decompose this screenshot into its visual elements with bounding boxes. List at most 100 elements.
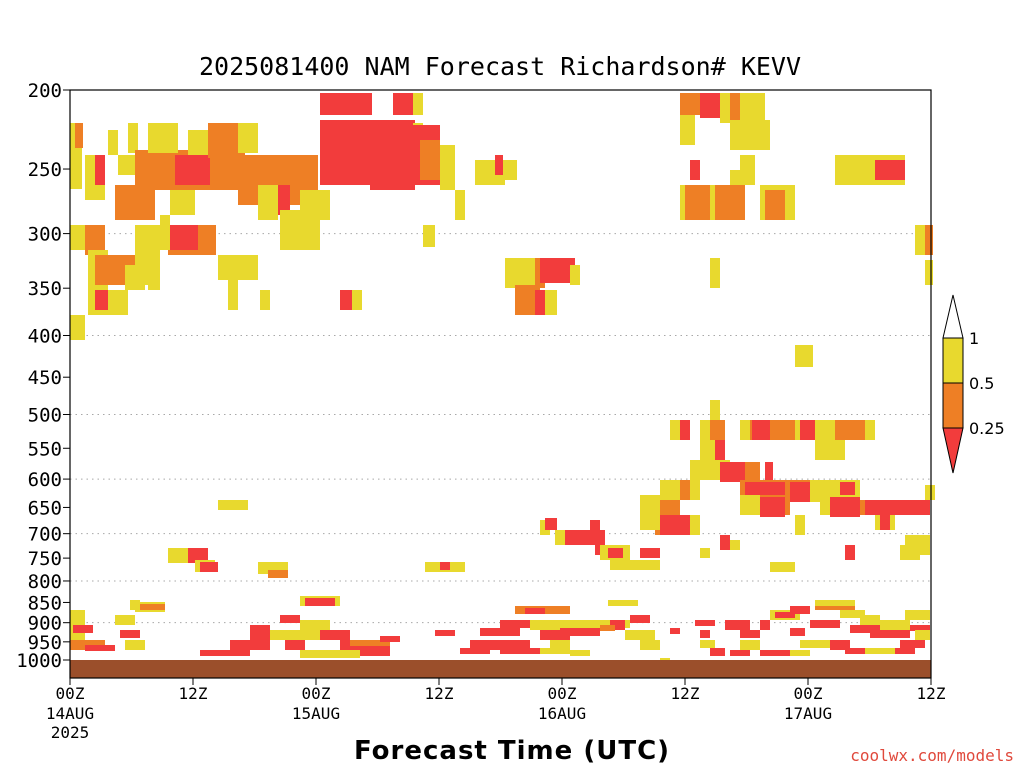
ri-cell [95,155,105,185]
ri-cell [925,485,935,500]
y-tick-label: 900 [28,613,62,635]
x-tick-hour: 12Z [671,684,700,703]
ri-cell [740,630,760,638]
y-tick-label: 750 [28,548,62,570]
ri-cell [810,620,840,628]
ri-cell [148,123,178,153]
ri-cell [128,123,138,153]
credit-text: coolwx.com/models [850,746,1014,765]
ri-cell [800,420,815,440]
ri-cell [440,562,450,570]
ri-cell [695,620,715,626]
ri-cell [380,636,400,642]
ri-cell [790,482,810,502]
ri-cell [715,185,745,220]
ri-cell [480,628,520,636]
ri-cell [690,160,700,180]
legend-bin-05-1 [942,337,964,384]
ri-cell [760,620,770,630]
ri-cell [115,185,155,220]
ri-cell [840,610,865,618]
ri-cell [670,628,680,634]
x-tick-hour: 00Z [302,684,331,703]
ri-cell [280,615,300,623]
x-tick-date: 15AUG [292,704,340,723]
ri-cell [550,640,570,650]
ri-cell [340,290,352,310]
ri-cell [720,93,730,123]
ground-layer [70,660,931,678]
ri-cell [752,420,770,440]
x-tick-hour: 00Z [794,684,823,703]
y-tick-label: 250 [28,159,62,181]
ri-cell [730,650,750,656]
ri-cell [500,620,540,628]
richardson-cells [70,93,935,660]
y-tick-label: 500 [28,405,62,427]
ri-cell [900,545,920,560]
ri-cell [715,440,725,460]
ri-cell [720,462,745,482]
ri-cell [413,93,423,115]
ri-cell [540,258,575,283]
ri-cell [700,420,710,440]
ri-cell [760,497,785,517]
ri-cell [880,620,910,630]
y-tick-label: 550 [28,438,62,460]
ri-cell [680,420,690,440]
ri-cell [300,190,330,220]
ri-cell [420,140,440,180]
ri-cell [795,515,805,535]
ri-cell [850,625,880,633]
y-tick-label: 800 [28,571,62,593]
y-tick-label: 700 [28,524,62,546]
ri-cell [525,608,545,614]
ri-cell [540,630,570,640]
ri-cell [393,93,413,115]
ri-cell [570,620,630,628]
ri-cell [360,650,390,656]
ri-cell [690,515,700,535]
ri-cell [160,215,170,250]
ri-cell [830,497,860,517]
ri-cell [495,155,503,175]
ri-cell [875,160,905,180]
ri-cell [440,145,455,190]
ri-cell [900,640,925,648]
ri-cell [285,640,305,650]
ri-cell [530,620,570,630]
ri-cell [745,462,760,482]
ri-cell [830,640,850,650]
ri-cell [660,500,680,515]
x-tick-hour: 00Z [56,684,85,703]
ri-cell [770,562,795,572]
ri-cell [660,515,690,535]
ri-cell [765,462,773,482]
y-tick-label: 350 [28,278,62,300]
x-tick-date: 16AUG [538,704,586,723]
ri-cell [845,545,855,560]
color-legend: 1 0.5 0.25 [942,294,1005,474]
legend-tri-top [942,294,964,339]
ri-cell [630,615,650,623]
y-tick-label: 600 [28,469,62,491]
ri-cell [560,628,600,636]
y-tick-label: 650 [28,497,62,519]
ri-cell [108,290,128,315]
ri-cell [740,93,765,123]
ri-cell [500,648,540,654]
ri-cell [218,500,248,510]
ri-cell [895,648,915,654]
ri-cell [600,625,615,631]
ri-cell [175,155,210,185]
ri-cell [730,120,770,150]
ri-cell [455,190,465,220]
y-tick-label: 950 [28,632,62,654]
ri-cell [730,540,740,550]
ri-cell [700,630,710,638]
ri-cell [905,610,930,620]
ri-cell [350,640,390,646]
ri-cell [795,345,813,367]
